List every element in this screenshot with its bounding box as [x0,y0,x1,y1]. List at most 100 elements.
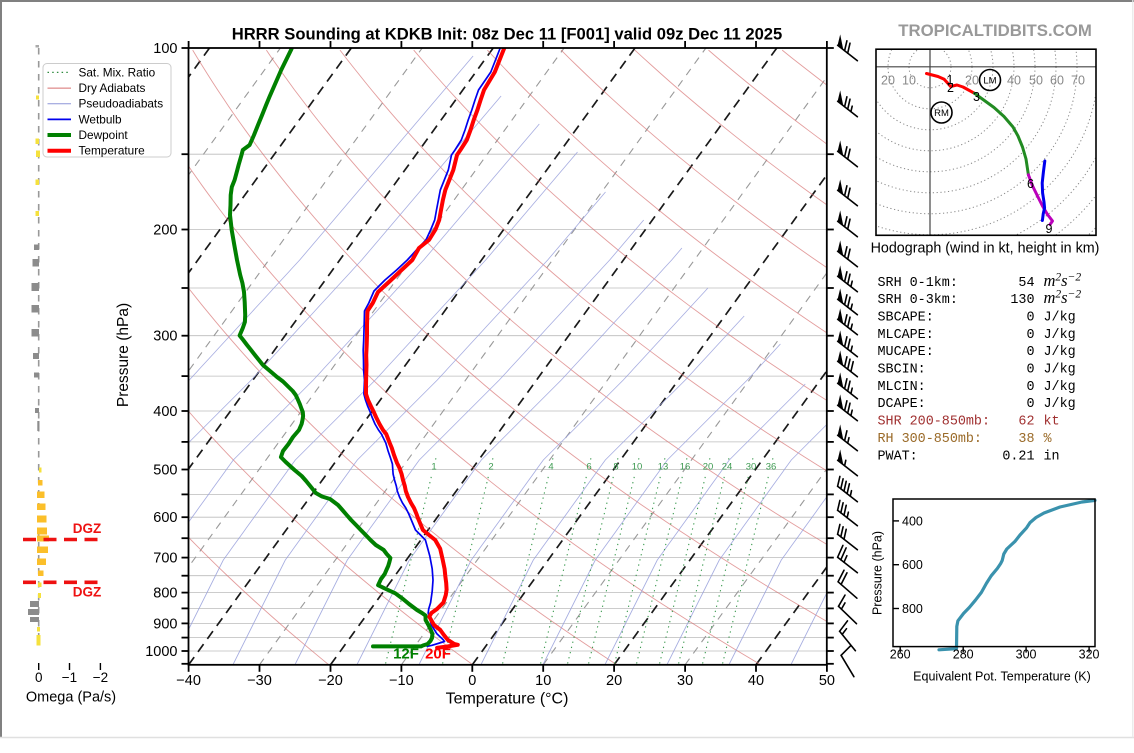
svg-text:−30: −30 [247,673,272,689]
svg-text:10: 10 [902,74,916,88]
svg-text:0.21: 0.21 [1002,449,1034,464]
svg-text:0: 0 [1026,397,1034,412]
svg-text:400: 400 [902,514,923,528]
svg-text:16: 16 [680,462,691,473]
svg-text:Wetbulb: Wetbulb [79,112,123,126]
svg-text:MLCAPE:: MLCAPE: [878,328,934,343]
svg-text:DCAPE:: DCAPE: [878,397,926,412]
svg-text:1000: 1000 [145,644,177,660]
svg-text:−2: −2 [93,670,108,685]
svg-text:1: 1 [947,73,954,87]
svg-text:SBCAPE:: SBCAPE: [878,311,934,326]
svg-text:280: 280 [953,648,974,662]
svg-text:J/kg: J/kg [1044,311,1076,326]
svg-text:Temperature: Temperature [79,144,146,158]
svg-text:9: 9 [1046,222,1053,236]
svg-text:−10: −10 [389,673,414,689]
svg-text:SRH 0-1km:: SRH 0-1km: [878,276,958,291]
svg-text:0: 0 [1026,363,1034,378]
svg-text:RM: RM [934,108,949,119]
svg-text:SHR 200-850mb:: SHR 200-850mb: [878,415,991,430]
svg-text:10: 10 [632,462,643,473]
svg-text:SBCIN:: SBCIN: [878,363,926,378]
svg-text:500: 500 [153,463,177,479]
svg-text:kt: kt [1044,415,1060,430]
svg-text:SRH 0-3km:: SRH 0-3km: [878,293,958,308]
svg-text:700: 700 [153,551,177,567]
svg-text:Omega (Pa/s): Omega (Pa/s) [26,690,116,706]
svg-text:100: 100 [153,41,177,57]
svg-text:−20: −20 [318,673,343,689]
svg-text:Hodograph (wind in kt, height: Hodograph (wind in kt, height in km) [871,241,1100,257]
svg-text:600: 600 [902,558,923,572]
svg-text:400: 400 [153,404,177,420]
svg-text:0: 0 [468,673,476,689]
svg-text:0: 0 [1026,311,1034,326]
svg-text:600: 600 [153,510,177,526]
svg-text:HRRR Sounding at KDKB Init: 08: HRRR Sounding at KDKB Init: 08z Dec 11 [… [232,25,783,44]
svg-text:38: 38 [1018,432,1034,447]
svg-text:20: 20 [703,462,714,473]
svg-text:in: in [1044,449,1060,464]
svg-text:20F: 20F [425,646,451,663]
svg-text:2: 2 [488,462,493,473]
svg-text:−1: −1 [62,670,77,685]
svg-text:DGZ: DGZ [73,585,102,600]
svg-text:%: % [1044,432,1053,447]
svg-text:50: 50 [819,673,835,689]
svg-text:Pseudoadiabats: Pseudoadiabats [79,97,164,111]
svg-text:J/kg: J/kg [1044,380,1076,395]
svg-text:70: 70 [1071,74,1085,88]
svg-text:PWAT:: PWAT: [878,449,918,464]
svg-text:40: 40 [1007,74,1021,88]
svg-text:1: 1 [431,462,436,473]
svg-text:12F: 12F [393,646,419,663]
svg-text:Pressure (hPa): Pressure (hPa) [115,303,132,407]
svg-text:10: 10 [535,673,551,689]
svg-text:RH 300-850mb:: RH 300-850mb: [878,432,982,447]
svg-text:20: 20 [606,673,622,689]
svg-text:0: 0 [1026,345,1034,360]
svg-text:130: 130 [1010,293,1034,308]
svg-text:900: 900 [153,616,177,632]
svg-text:320: 320 [1079,648,1100,662]
svg-text:3: 3 [973,90,980,104]
svg-text:LM: LM [983,76,996,87]
svg-text:Dry Adiabats: Dry Adiabats [79,81,146,95]
svg-text:54: 54 [1018,276,1034,291]
svg-text:36: 36 [766,462,777,473]
svg-text:300: 300 [1016,648,1037,662]
svg-text:8: 8 [613,462,618,473]
svg-text:62: 62 [1018,415,1034,430]
svg-text:Dewpoint: Dewpoint [79,128,129,142]
svg-text:300: 300 [153,329,177,345]
svg-text:DGZ: DGZ [73,521,102,536]
svg-text:60: 60 [1050,74,1064,88]
svg-text:0: 0 [1026,328,1034,343]
svg-text:J/kg: J/kg [1044,397,1076,412]
svg-text:30: 30 [746,462,757,473]
svg-text:20: 20 [881,74,895,88]
svg-text:260: 260 [890,648,911,662]
svg-text:20: 20 [965,74,979,88]
svg-text:MUCAPE:: MUCAPE: [878,345,934,360]
svg-text:50: 50 [1029,74,1043,88]
svg-text:Sat. Mix. Ratio: Sat. Mix. Ratio [79,65,156,79]
svg-text:0: 0 [35,670,43,685]
svg-text:Pressure (hPa): Pressure (hPa) [871,531,885,615]
svg-text:MLCIN:: MLCIN: [878,380,926,395]
svg-text:200: 200 [153,223,177,239]
svg-text:2: 2 [947,81,954,95]
svg-text:J/kg: J/kg [1044,328,1076,343]
svg-text:800: 800 [902,602,923,616]
svg-text:0: 0 [1026,380,1034,395]
svg-text:4: 4 [548,462,553,473]
svg-text:40: 40 [748,673,764,689]
svg-text:30: 30 [677,673,693,689]
svg-text:J/kg: J/kg [1044,363,1076,378]
svg-text:13: 13 [658,462,669,473]
svg-text:Equivalent Pot. Temperature (K: Equivalent Pot. Temperature (K) [913,670,1091,684]
svg-text:TROPICALTIDBITS.COM: TROPICALTIDBITS.COM [898,21,1092,40]
svg-text:6: 6 [1027,177,1034,191]
svg-text:−40: −40 [176,673,201,689]
